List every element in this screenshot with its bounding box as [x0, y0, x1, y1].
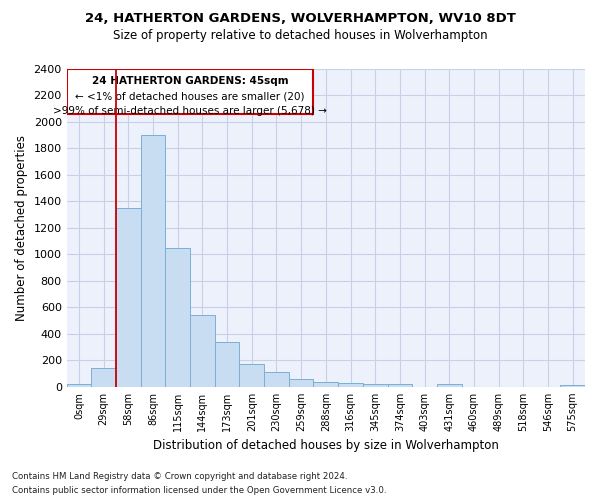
Bar — [313, 382, 338, 387]
X-axis label: Distribution of detached houses by size in Wolverhampton: Distribution of detached houses by size … — [153, 440, 499, 452]
Text: Contains HM Land Registry data © Crown copyright and database right 2024.: Contains HM Land Registry data © Crown c… — [12, 472, 347, 481]
Text: 24 HATHERTON GARDENS: 45sqm: 24 HATHERTON GARDENS: 45sqm — [92, 76, 289, 86]
Bar — [338, 383, 363, 387]
Bar — [215, 342, 239, 387]
Bar — [437, 384, 461, 387]
Bar — [166, 248, 190, 387]
Bar — [190, 316, 215, 387]
Bar — [388, 384, 412, 387]
Bar — [363, 384, 388, 387]
Text: 24, HATHERTON GARDENS, WOLVERHAMPTON, WV10 8DT: 24, HATHERTON GARDENS, WOLVERHAMPTON, WV… — [85, 12, 515, 26]
Bar — [67, 69, 313, 114]
Text: Contains public sector information licensed under the Open Government Licence v3: Contains public sector information licen… — [12, 486, 386, 495]
Text: Size of property relative to detached houses in Wolverhampton: Size of property relative to detached ho… — [113, 28, 487, 42]
Bar — [67, 384, 91, 387]
Text: ← <1% of detached houses are smaller (20): ← <1% of detached houses are smaller (20… — [76, 92, 305, 102]
Text: >99% of semi-detached houses are larger (5,678) →: >99% of semi-detached houses are larger … — [53, 106, 327, 116]
Bar — [264, 372, 289, 387]
Bar — [141, 135, 166, 387]
Bar — [91, 368, 116, 387]
Bar — [289, 379, 313, 387]
Bar — [560, 385, 585, 387]
Bar — [239, 364, 264, 387]
Y-axis label: Number of detached properties: Number of detached properties — [15, 135, 28, 321]
Bar — [116, 208, 141, 387]
